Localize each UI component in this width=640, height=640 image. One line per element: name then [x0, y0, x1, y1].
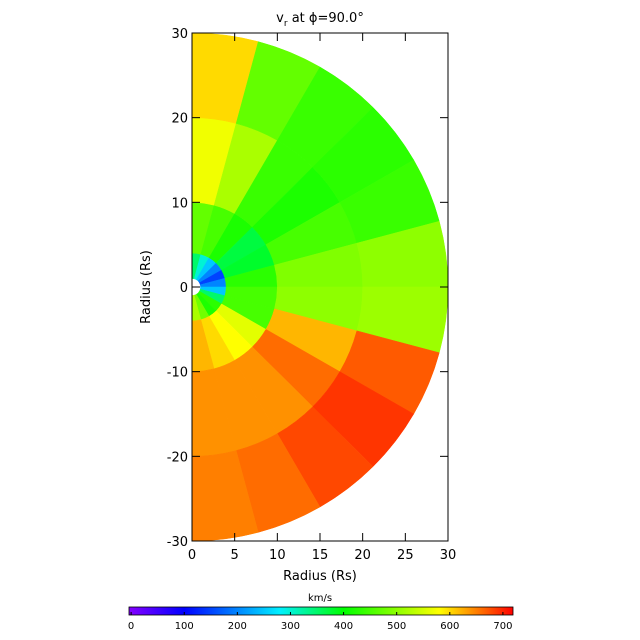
title-rest: at ϕ=90.0°	[288, 11, 364, 26]
x-tick-label: 15	[312, 548, 329, 563]
x-tick-label: 25	[397, 548, 414, 563]
y-tick-label: -10	[167, 366, 188, 381]
y-tick-label: -20	[167, 450, 188, 465]
title-sub: r	[284, 19, 288, 29]
title-main: v	[276, 11, 284, 26]
colorbar-tick-label: 300	[281, 621, 300, 632]
colorbar-label: km/s	[308, 593, 332, 604]
colorbar-tick-label: 200	[228, 621, 247, 632]
y-tick-label: -30	[167, 535, 188, 550]
y-axis-label: Radius (Rs)	[139, 250, 154, 324]
colorbar	[128, 606, 514, 616]
colorbar-tick-label: 100	[175, 621, 194, 632]
x-tick-label: 5	[231, 548, 239, 563]
y-tick-label: 20	[171, 112, 188, 127]
colorbar-tick-label: 400	[334, 621, 353, 632]
y-tick-label: 30	[171, 27, 188, 42]
colorbar-tick-label: 500	[387, 621, 406, 632]
y-tick-label: 10	[171, 196, 188, 211]
colorbar-tick-label: 600	[440, 621, 459, 632]
y-tick-label: 0	[180, 281, 188, 296]
chart-title: vr at ϕ=90.0°	[276, 11, 364, 29]
x-tick-label: 10	[269, 548, 286, 563]
plot-area	[191, 32, 449, 542]
x-tick-label: 30	[440, 548, 457, 563]
colorbar-tick-label: 700	[493, 621, 512, 632]
x-axis-label: Radius (Rs)	[283, 569, 357, 584]
x-tick-label: 20	[354, 548, 371, 563]
x-tick-label: 0	[188, 548, 196, 563]
colorbar-tick-label: 0	[128, 621, 134, 632]
